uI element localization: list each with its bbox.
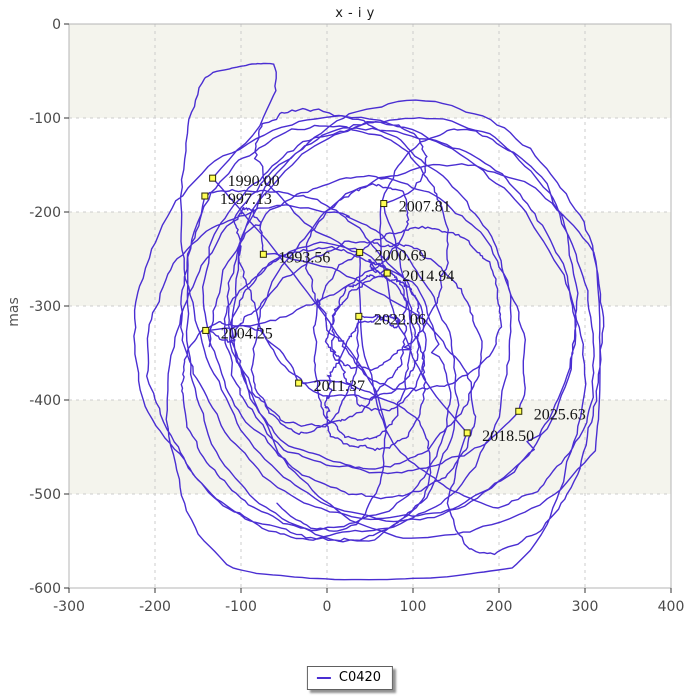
epoch-marker bbox=[209, 174, 217, 182]
plot-band bbox=[69, 306, 671, 400]
y-axis-label: mas bbox=[6, 297, 22, 327]
x-tick-label: -100 bbox=[225, 599, 257, 615]
epoch-marker bbox=[202, 326, 210, 334]
plot-band bbox=[69, 212, 671, 306]
epoch-marker bbox=[463, 429, 471, 437]
y-tick-label: 0 bbox=[52, 17, 61, 33]
epoch-label: 1993.56 bbox=[278, 249, 330, 266]
epoch-marker bbox=[380, 200, 388, 208]
x-tick-label: 200 bbox=[486, 599, 513, 615]
epoch-label: 1997.13 bbox=[220, 191, 272, 208]
trajectory-path-C0420 bbox=[133, 62, 605, 581]
epoch-label: 2025.63 bbox=[534, 406, 586, 423]
x-tick-label: 0 bbox=[323, 599, 332, 615]
chart-title: x - i y bbox=[335, 6, 375, 21]
y-tick-label: -300 bbox=[29, 299, 61, 315]
epoch-marker bbox=[355, 312, 363, 320]
y-tick-label: -100 bbox=[29, 111, 61, 127]
epoch-label: 2004.25 bbox=[221, 325, 273, 342]
epoch-label: 2018.50 bbox=[482, 428, 534, 445]
epoch-label: 1990.00 bbox=[228, 173, 280, 190]
epoch-label: 2011.37 bbox=[314, 378, 365, 395]
x-tick-label: 400 bbox=[658, 599, 685, 615]
y-tick-label: -200 bbox=[29, 205, 61, 221]
legend: C0420 bbox=[306, 666, 394, 690]
epoch-marker bbox=[201, 192, 209, 200]
plot-band bbox=[69, 24, 671, 118]
epoch-label: 2014.94 bbox=[402, 268, 454, 285]
y-tick-label: -400 bbox=[29, 393, 61, 409]
epoch-label: 2000.69 bbox=[375, 247, 427, 264]
epoch-marker bbox=[515, 407, 523, 415]
x-tick-label: 100 bbox=[400, 599, 427, 615]
x-tick-label: -300 bbox=[53, 599, 85, 615]
epoch-marker bbox=[356, 248, 364, 256]
plot-band bbox=[69, 118, 671, 212]
legend-line-sample bbox=[316, 676, 331, 679]
x-tick-label: -200 bbox=[139, 599, 171, 615]
legend-series-label: C0420 bbox=[338, 670, 382, 685]
epoch-marker bbox=[295, 379, 303, 387]
epoch-label: 2022.06 bbox=[374, 311, 426, 328]
epoch-marker bbox=[259, 250, 267, 258]
epoch-label: 2007.81 bbox=[399, 199, 451, 216]
y-tick-label: -500 bbox=[29, 487, 61, 503]
x-tick-label: 300 bbox=[572, 599, 599, 615]
epoch-marker bbox=[383, 269, 391, 277]
y-tick-label: -600 bbox=[29, 581, 61, 597]
